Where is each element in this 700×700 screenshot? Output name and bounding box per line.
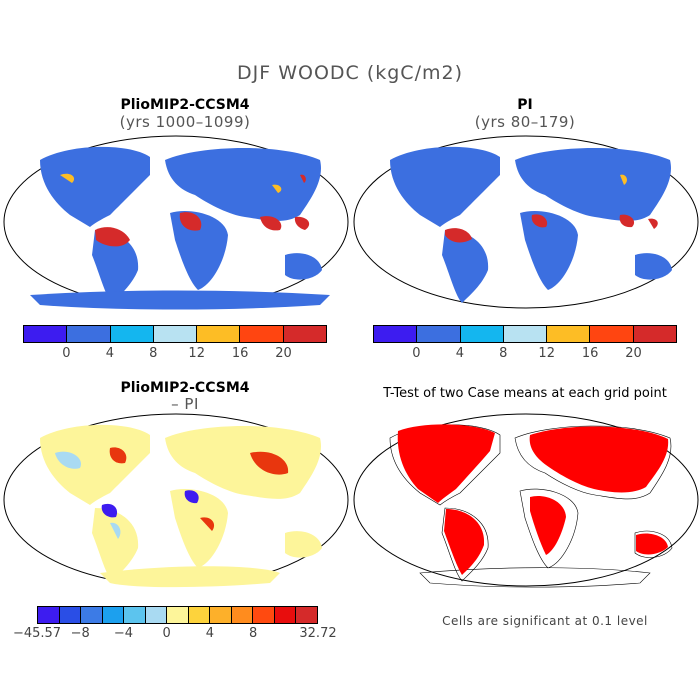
colorbar-swatch — [110, 326, 154, 342]
colorbar-swatch — [124, 607, 146, 623]
forest — [95, 174, 310, 247]
colorbar-tick-label: 16 — [231, 346, 249, 361]
colorbar-tick-label: 16 — [581, 346, 599, 361]
land — [30, 146, 330, 310]
land — [390, 146, 672, 303]
colorbar-tick-label: 0 — [412, 346, 421, 361]
panel1-subtitle: (yrs 1000–1099) — [119, 113, 251, 131]
colorbar-tick-label: 4 — [205, 626, 215, 641]
colorbar-tick-label: −8 — [70, 626, 90, 641]
colorbar-swatch — [210, 607, 232, 623]
colorbar-swatch — [197, 326, 241, 342]
positive — [109, 447, 289, 531]
colorbar-swatch — [24, 326, 68, 342]
colorbar-tick-label: 0 — [162, 626, 171, 641]
colorbar-swatch — [38, 607, 60, 623]
forest — [445, 214, 658, 243]
colorbar-tick-label: −4 — [113, 626, 134, 641]
colorbar-tick-label: 8 — [249, 626, 258, 641]
land — [40, 424, 322, 588]
panel1-title: PlioMIP2-CCSM4 — [120, 97, 250, 113]
colorbar-tick-label: 4 — [455, 346, 464, 361]
colorbar-swatch — [460, 326, 504, 342]
figure-title: DJF WOODC (kgC/m2) — [237, 62, 463, 84]
panel3-map — [3, 413, 349, 588]
colorbar-swatch — [590, 326, 634, 342]
colorbar-tick-label: 20 — [625, 346, 642, 361]
colorbar-swatch — [283, 326, 326, 342]
colorbar-tick-label: 8 — [499, 346, 508, 361]
colorbar-swatch — [274, 607, 297, 623]
colorbar-swatch — [633, 326, 676, 342]
colorbar-swatch — [547, 326, 591, 342]
colorbar-swatch — [167, 607, 189, 623]
panel2-subtitle: (yrs 80–179) — [474, 113, 576, 131]
colorbar-swatch — [67, 326, 111, 342]
colorbar-swatch — [153, 326, 198, 342]
colorbar-swatch — [296, 607, 317, 623]
colorbar-tick-label: −45.57 — [12, 626, 62, 641]
colorbar-tick-label: 12 — [188, 346, 205, 361]
colorbar-tick-label: 8 — [149, 346, 158, 361]
colorbar-swatch — [188, 607, 211, 623]
colorbar-tick-label: 12 — [538, 346, 555, 361]
outline — [389, 424, 673, 588]
colorbar-swatch — [59, 607, 82, 623]
panel1-map — [3, 135, 349, 310]
panel2-title: PI — [517, 97, 533, 113]
panel4-map — [353, 413, 699, 588]
colorbar-tick-label: 20 — [275, 346, 292, 361]
colorbar-swatch — [253, 607, 275, 623]
colorbar-tick-label: 32.72 — [299, 626, 337, 641]
light — [55, 451, 121, 539]
colorbar-swatch — [374, 326, 418, 342]
colorbar-tick-label: 4 — [105, 346, 114, 361]
negative — [101, 490, 199, 518]
colorbar-swatch — [145, 607, 168, 623]
colorbar-swatch — [81, 607, 103, 623]
colorbar-swatch — [503, 326, 548, 342]
significance-note: Cells are significant at 0.1 level — [442, 614, 648, 628]
colorbar-swatch — [102, 607, 125, 623]
panel3-title: PlioMIP2-CCSM4 — [120, 380, 250, 396]
colorbar-swatch — [417, 326, 461, 342]
colorbar-top-left — [23, 325, 327, 343]
colorbar-tick-label: 0 — [62, 346, 71, 361]
edges — [60, 173, 282, 193]
colorbar-swatch — [240, 326, 284, 342]
colorbar-bottom — [37, 606, 318, 624]
panel3-subtitle: – PI — [171, 395, 199, 413]
significant — [397, 424, 669, 575]
panel2-map — [353, 135, 699, 309]
edges — [620, 174, 627, 185]
panel4-title: T-Test of two Case means at each grid po… — [383, 386, 667, 401]
colorbar-swatch — [231, 607, 254, 623]
colorbar-top-right — [373, 325, 677, 343]
